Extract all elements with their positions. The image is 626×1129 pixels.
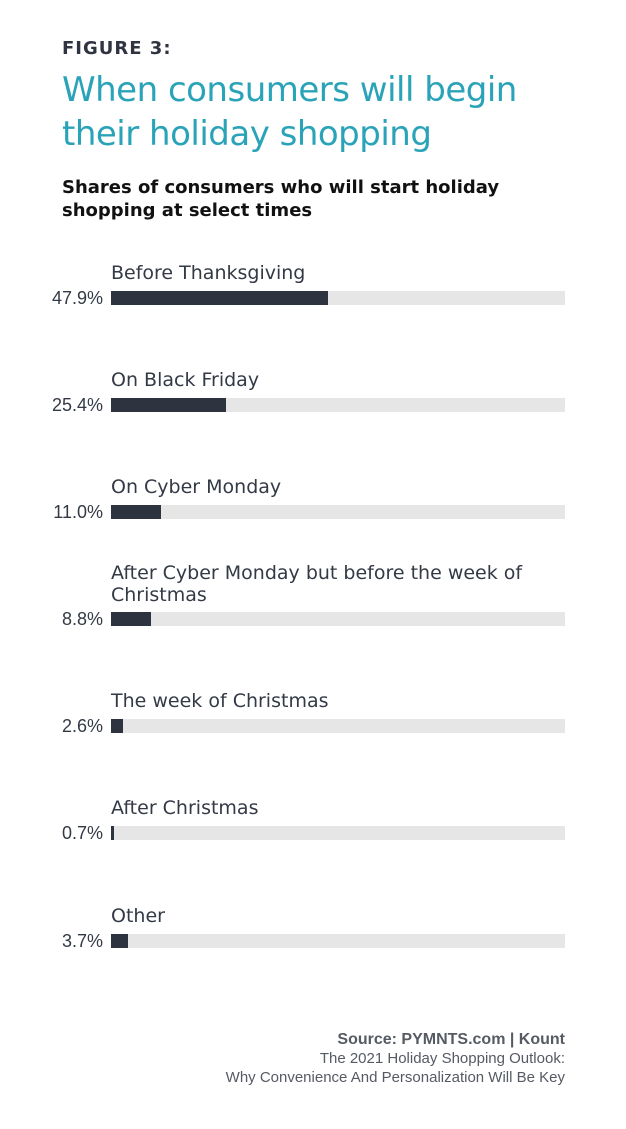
category-label: After Cyber Monday but before the week o… (111, 562, 523, 606)
category-label: After Christmas (111, 797, 259, 819)
figure-label: FIGURE 3: (62, 38, 172, 59)
bar (111, 505, 161, 519)
bar (111, 934, 128, 948)
source-line: Source: PYMNTS.com | Kount (337, 1031, 565, 1048)
bar-track (111, 398, 565, 412)
bar (111, 291, 329, 305)
value-label: 0.7% (61, 823, 103, 843)
category-label: On Black Friday (111, 369, 260, 391)
bar-track (111, 719, 565, 733)
bar-track (111, 505, 565, 519)
value-label: 2.6% (61, 716, 103, 736)
source-block: Source: PYMNTS.com | Kount The 2021 Holi… (226, 1030, 565, 1087)
publication-line-1: The 2021 Holiday Shopping Outlook: (319, 1050, 565, 1067)
value-label: 11.0% (53, 502, 103, 522)
bar (111, 719, 123, 733)
bar-track (111, 291, 565, 305)
category-label: On Cyber Monday (111, 476, 282, 498)
bar-track (111, 612, 565, 626)
value-label: 47.9% (51, 288, 103, 308)
publication-line-2: Why Convenience And Personalization Will… (225, 1069, 565, 1086)
value-label: 3.7% (61, 931, 103, 951)
category-label: The week of Christmas (111, 690, 329, 712)
category-label: Other (111, 905, 165, 927)
bar-track (111, 934, 565, 948)
bar (111, 398, 227, 412)
bar-chart: Before Thanksgiving 47.9% On Black Friday 2… (51, 262, 565, 951)
bar (111, 612, 151, 626)
bar (111, 826, 115, 840)
value-label: 25.4% (51, 395, 103, 415)
chart-title: When consumers will begin their holiday … (62, 70, 517, 154)
chart-subtitle: Shares of consumers who will start holid… (62, 177, 500, 221)
category-label: Before Thanksgiving (111, 262, 306, 284)
value-label: 8.8% (61, 609, 103, 629)
bar-track (111, 826, 565, 840)
